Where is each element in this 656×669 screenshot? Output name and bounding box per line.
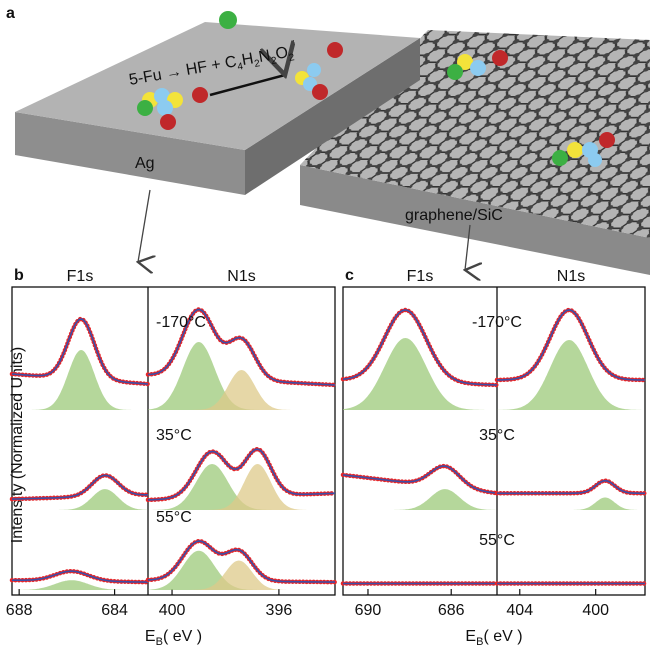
x-tick-label: 688 bbox=[6, 602, 33, 619]
substrate-label: Ag bbox=[135, 155, 155, 172]
fit-component bbox=[343, 489, 497, 510]
fit-component bbox=[12, 580, 148, 590]
x-axis-subscript: B bbox=[476, 636, 483, 648]
element: H bbox=[240, 50, 254, 69]
ag-slab-top bbox=[15, 22, 420, 150]
fit-component bbox=[148, 560, 335, 590]
fit-envelope bbox=[148, 448, 335, 501]
ag-slab-side bbox=[245, 38, 420, 195]
fit-component bbox=[497, 340, 645, 410]
x-axis-subscript: B bbox=[156, 636, 163, 648]
y-axis-label: Intensity (Normalized Units) bbox=[9, 347, 26, 544]
temperature-label: 35°C bbox=[479, 427, 515, 444]
fit-component bbox=[12, 489, 148, 510]
subscript: 2 bbox=[253, 58, 261, 70]
fit-envelope bbox=[12, 474, 148, 500]
x-axis-unit: ( eV ) bbox=[163, 628, 202, 645]
x-tick-label: 396 bbox=[266, 602, 293, 619]
x-tick-label: 400 bbox=[159, 602, 186, 619]
schematic bbox=[15, 11, 650, 275]
data-points bbox=[9, 473, 151, 502]
column-title: N1s bbox=[227, 268, 255, 285]
graphene-slab-front bbox=[300, 165, 650, 275]
reaction-arrow bbox=[209, 75, 285, 97]
fit-envelope bbox=[148, 540, 335, 583]
panel-label: c bbox=[345, 267, 354, 284]
fit-component bbox=[148, 370, 335, 410]
x-tick-label: 400 bbox=[582, 602, 609, 619]
element: N bbox=[257, 47, 271, 66]
pointer-arrow bbox=[465, 224, 470, 270]
panel-label: b bbox=[14, 267, 24, 284]
element: C bbox=[224, 53, 238, 72]
element: O bbox=[274, 44, 289, 63]
fit-envelope bbox=[497, 309, 645, 381]
panel-label: a bbox=[6, 5, 15, 22]
fit-component bbox=[148, 342, 335, 410]
ag-slab-front bbox=[15, 112, 245, 195]
fit-component bbox=[148, 464, 335, 510]
x-tick-label: 404 bbox=[506, 602, 533, 619]
fit-envelope bbox=[342, 309, 497, 386]
fit-envelope bbox=[148, 308, 336, 386]
molecules bbox=[137, 11, 615, 167]
pointer-arrow bbox=[138, 189, 150, 262]
subscript: 2 bbox=[288, 52, 296, 64]
x-tick-label: 686 bbox=[438, 602, 465, 619]
x-axis-label: EB( eV ) bbox=[145, 628, 202, 648]
x-axis-symbol: E bbox=[145, 628, 156, 645]
fit-component bbox=[497, 497, 645, 510]
subscript: 4 bbox=[237, 61, 245, 73]
panel-frame bbox=[11, 286, 336, 596]
temperature-label: -170°C bbox=[472, 314, 522, 331]
x-tick-label: 690 bbox=[355, 602, 382, 619]
fit-envelope bbox=[497, 479, 645, 495]
temperature-label: -170°C bbox=[156, 314, 206, 331]
panel-frame bbox=[342, 286, 646, 596]
substrate-label: graphene/SiC bbox=[405, 207, 503, 224]
fit-component bbox=[148, 550, 335, 590]
fit-component bbox=[343, 338, 497, 410]
column-title: F1s bbox=[407, 268, 434, 285]
temperature-label: 55°C bbox=[156, 509, 192, 526]
fit-component bbox=[148, 464, 335, 510]
temperature-label: 55°C bbox=[479, 532, 515, 549]
fit-envelope bbox=[11, 318, 149, 385]
fit-envelope bbox=[12, 570, 148, 583]
subscript: 2 bbox=[270, 55, 278, 67]
x-axis-symbol: E bbox=[465, 628, 476, 645]
fit-component bbox=[12, 350, 148, 410]
fit-envelope bbox=[342, 465, 498, 494]
column-title: N1s bbox=[557, 268, 585, 285]
x-tick-label: 684 bbox=[101, 602, 128, 619]
x-axis-unit: ( eV ) bbox=[483, 628, 522, 645]
column-title: F1s bbox=[67, 268, 94, 285]
temperature-label: 35°C bbox=[156, 427, 192, 444]
x-axis-label: EB( eV ) bbox=[465, 628, 522, 648]
